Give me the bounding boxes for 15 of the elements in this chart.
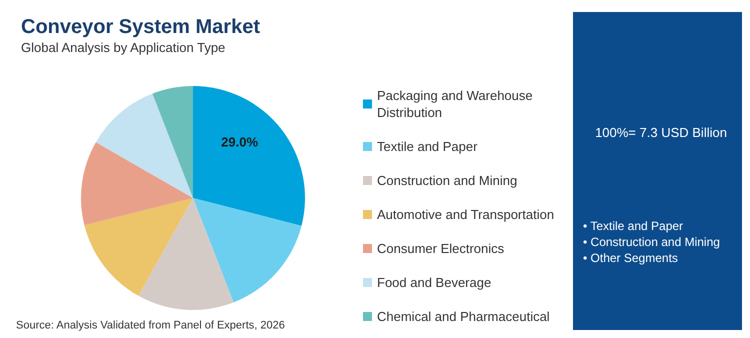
legend-label: Packaging and Warehouse Distribution xyxy=(377,88,536,120)
chart-subtitle: Global Analysis by Application Type xyxy=(21,40,226,55)
text: • Other Segments xyxy=(583,251,678,265)
source-note: Source: Analysis Validated from Panel of Experts, 2026 xyxy=(16,320,285,332)
chart-title: Conveyor System Market xyxy=(21,16,260,38)
legend-label: Automotive and Transportation xyxy=(377,207,554,222)
text: 100%= 7.3 USD Billion xyxy=(595,125,727,140)
text: • Construction and Mining xyxy=(583,235,720,249)
legend-label: Food and Beverage xyxy=(377,275,492,290)
legend-label: Consumer Electronics xyxy=(377,241,505,256)
data-label: 29.0% xyxy=(221,134,258,150)
text: • Textile and Paper xyxy=(583,219,684,233)
legend-label: Textile and Paper xyxy=(377,139,478,154)
legend-label: Construction and Mining xyxy=(377,173,518,188)
legend-label: Chemical and Pharmaceutical xyxy=(377,309,550,324)
